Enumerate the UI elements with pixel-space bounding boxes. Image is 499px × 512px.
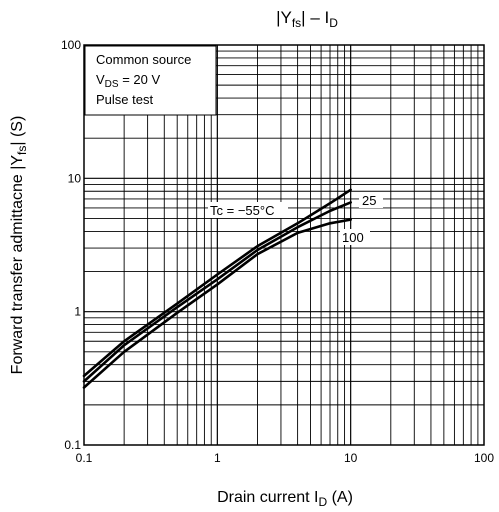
y-tick-label: 1	[74, 305, 81, 319]
label-bg-100	[340, 229, 370, 245]
annotation-line-3: Pulse test	[96, 92, 153, 107]
y-tick-labels: 0.1 1 10 100	[61, 38, 81, 452]
plot-frame	[83, 44, 485, 446]
series-label-25: 25	[362, 193, 376, 208]
y-tick-label: 0.1	[64, 438, 81, 452]
x-tick-label: 100	[474, 451, 494, 465]
annotation-box	[84, 45, 217, 116]
x-tick-label: 10	[344, 451, 358, 465]
series-line-1	[82, 201, 352, 383]
x-tick-label: 0.1	[76, 451, 93, 465]
x-axis-label: Drain current ID (A)	[217, 489, 353, 509]
chart-title: |Yfs| – ID	[276, 8, 338, 30]
series-line-0	[82, 188, 352, 378]
annotation-line-2: VDS = 20 V	[96, 72, 160, 90]
series-label-100: 100	[342, 230, 364, 245]
series-label-minus55: Tc = −55°C	[210, 203, 274, 218]
y-tick-label: 10	[68, 171, 82, 185]
x-tick-labels: 0.1 1 10 100	[76, 451, 495, 465]
label-bg-55	[208, 202, 288, 218]
y-axis-label: Forward transfer admittacne |Yfs| (S)	[9, 116, 29, 375]
series-line-2	[82, 218, 352, 389]
series-group	[82, 188, 352, 389]
y-tick-label: 100	[61, 38, 81, 52]
label-bg-25	[359, 192, 383, 208]
annotation-line-1: Common source	[96, 52, 191, 67]
x-tick-label: 1	[214, 451, 221, 465]
